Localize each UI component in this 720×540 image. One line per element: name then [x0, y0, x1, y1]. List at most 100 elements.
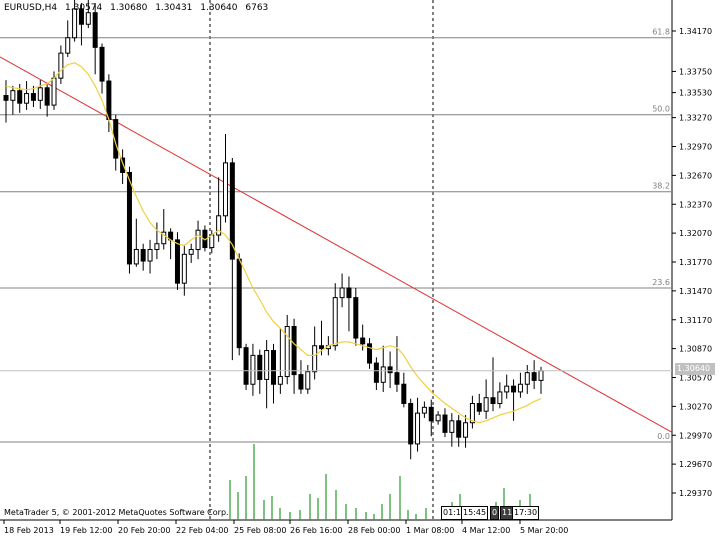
high-value: 1.30680	[110, 3, 148, 13]
bear-candle	[346, 287, 352, 299]
fib-level-label: 38.2	[652, 182, 670, 191]
fib-level-label: 61.8	[652, 28, 670, 37]
y-tick-label: 1.32070	[679, 229, 712, 238]
bull-candle	[85, 12, 91, 25]
bull-candle	[216, 215, 222, 236]
bull-candle	[449, 420, 455, 433]
bear-candle	[44, 87, 50, 106]
time-badge: 17:30	[512, 506, 540, 520]
bear-candle	[387, 366, 393, 374]
x-tick-label: 28 Feb 00:00	[348, 526, 400, 535]
bull-candle	[264, 350, 270, 380]
low-value: 1.30431	[155, 3, 193, 13]
bull-candle	[24, 93, 30, 104]
bull-candle	[469, 402, 475, 424]
bull-candle	[37, 87, 43, 101]
y-tick-label: 1.31770	[679, 258, 712, 267]
bear-candle	[360, 337, 366, 345]
bull-candle	[312, 345, 318, 373]
bear-candle	[3, 94, 9, 101]
bear-candle	[30, 93, 36, 101]
bull-candle	[250, 354, 256, 385]
bear-candle	[442, 414, 448, 433]
bull-candle	[435, 414, 441, 422]
bull-candle	[161, 231, 167, 245]
bull-candle	[209, 234, 215, 249]
close-value: 1.30640	[200, 3, 238, 13]
x-tick-label: 4 Mar 12:00	[462, 526, 510, 535]
bull-candle	[284, 325, 290, 378]
y-tick-label: 1.32670	[679, 171, 712, 180]
chart-info-line: EURUSD,H4 1.30574 1.30680 1.30431 1.3064…	[4, 3, 273, 13]
y-tick-label: 1.34170	[679, 27, 712, 36]
bull-candle	[58, 52, 64, 79]
bear-candle	[99, 46, 105, 82]
bull-candle	[332, 297, 338, 347]
y-tick-label: 1.31170	[679, 316, 712, 325]
bull-candle	[339, 287, 345, 299]
x-tick-label: 20 Feb 20:00	[118, 526, 170, 535]
bull-candle	[524, 372, 530, 385]
fib-level-label: 0.0	[657, 432, 670, 441]
bear-candle	[319, 345, 325, 350]
fib-level-label: 23.6	[652, 278, 670, 287]
bull-candle	[463, 422, 469, 438]
bull-candle	[497, 391, 503, 404]
bear-candle	[106, 80, 112, 121]
bear-candle	[298, 374, 304, 390]
bear-candle	[92, 12, 98, 48]
y-tick-label: 1.32370	[679, 200, 712, 209]
x-tick-label: 18 Feb 2013	[4, 526, 54, 535]
bull-candle	[415, 412, 421, 445]
bull-candle	[10, 90, 16, 101]
y-tick-label: 1.30570	[679, 374, 712, 383]
x-tick-label: 26 Feb 16:00	[290, 526, 342, 535]
bear-candle	[126, 171, 132, 265]
x-tick-label: 19 Feb 12:00	[60, 526, 112, 535]
open-value: 1.30574	[65, 3, 103, 13]
fib-level-label: 50.0	[652, 105, 670, 114]
y-tick-label: 1.33530	[679, 89, 712, 98]
volume-value: 6763	[245, 3, 269, 13]
y-tick-label: 1.33270	[679, 114, 712, 123]
bull-candle	[380, 366, 386, 383]
current-price-tag: 1.30640	[675, 363, 715, 375]
y-tick-label: 1.32970	[679, 143, 712, 152]
bear-candle	[428, 406, 434, 422]
bear-candle	[408, 402, 414, 445]
y-tick-label: 1.33750	[679, 67, 712, 76]
bull-candle	[147, 248, 153, 262]
bull-candle	[154, 243, 160, 250]
bear-candle	[78, 8, 84, 25]
bear-candle	[174, 239, 180, 284]
bull-candle	[51, 77, 57, 106]
time-badge: 01:1	[441, 506, 463, 520]
bear-candle	[243, 347, 249, 385]
bull-candle	[72, 8, 78, 39]
bear-candle	[236, 258, 242, 349]
moving-average-line	[5, 62, 542, 424]
bear-candle	[353, 297, 359, 339]
copyright-text: MetaTrader 5, © 2001-2012 MetaQuotes Sof…	[4, 508, 229, 517]
bull-candle	[483, 397, 489, 412]
bear-candle	[229, 162, 235, 260]
y-tick-label: 1.30870	[679, 345, 712, 354]
time-badge: 15:45	[461, 506, 489, 520]
bear-candle	[367, 343, 373, 364]
symbol-label: EURUSD,H4	[4, 3, 58, 13]
bear-candle	[490, 397, 496, 404]
x-tick-label: 25 Feb 08:00	[234, 526, 286, 535]
bear-candle	[120, 157, 126, 173]
y-tick-label: 1.29970	[679, 431, 712, 440]
y-tick-label: 1.31470	[679, 287, 712, 296]
bull-candle	[188, 248, 194, 255]
bear-candle	[257, 354, 263, 380]
y-tick-label: 1.29370	[679, 489, 712, 498]
bull-candle	[421, 406, 427, 414]
x-tick-label: 5 Mar 20:00	[520, 526, 568, 535]
bull-candle	[305, 371, 311, 390]
time-badge: 0	[490, 506, 500, 520]
bear-candle	[291, 325, 297, 376]
